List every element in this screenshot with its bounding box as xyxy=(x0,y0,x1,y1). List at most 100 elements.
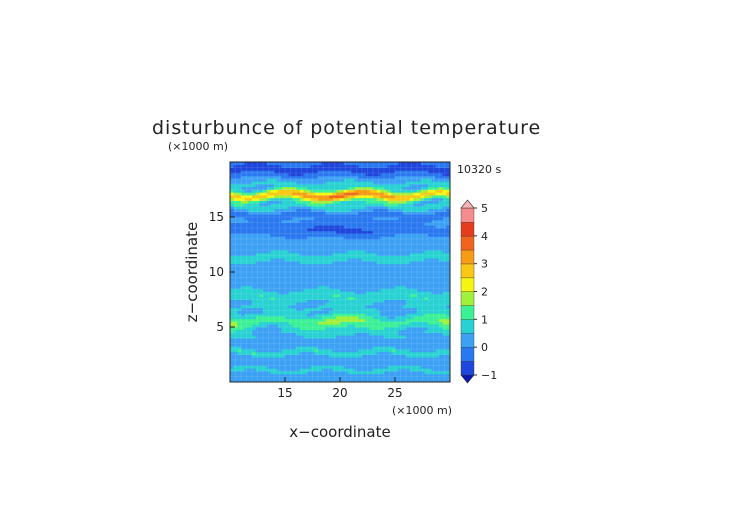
heatmap-cell xyxy=(248,241,253,245)
heatmap-cell xyxy=(376,324,381,328)
heatmap-cell xyxy=(435,181,440,185)
heatmap-cell xyxy=(435,332,440,336)
heatmap-cell xyxy=(380,244,385,248)
heatmap-cell xyxy=(329,184,334,188)
heatmap-cell xyxy=(332,195,337,199)
heatmap-cell xyxy=(259,162,264,166)
heatmap-cell xyxy=(241,379,246,383)
heatmap-cell xyxy=(420,272,425,276)
heatmap-cell xyxy=(307,354,312,358)
heatmap-cell xyxy=(310,288,315,292)
heatmap-cell xyxy=(413,203,418,207)
heatmap-cell xyxy=(266,343,271,347)
heatmap-cell xyxy=(369,197,374,201)
heatmap-cell xyxy=(325,379,330,383)
heatmap-cell xyxy=(244,236,249,240)
heatmap-cell xyxy=(292,299,297,303)
heatmap-cell xyxy=(263,236,268,240)
heatmap-cell xyxy=(321,219,326,223)
heatmap-cell xyxy=(310,162,315,166)
heatmap-cell xyxy=(285,228,290,232)
heatmap-cell xyxy=(420,288,425,292)
heatmap-cell xyxy=(417,340,422,344)
heatmap-cell xyxy=(420,175,425,179)
heatmap-cell xyxy=(395,376,400,380)
heatmap-cell xyxy=(230,250,235,254)
x-axis-label: x−coordinate xyxy=(289,423,390,441)
heatmap-cell xyxy=(299,225,304,229)
heatmap-cell xyxy=(252,340,257,344)
heatmap-cell xyxy=(310,211,315,215)
heatmap-cell xyxy=(431,222,436,226)
heatmap-cell xyxy=(406,189,411,193)
heatmap-cell xyxy=(266,335,271,339)
heatmap-cell xyxy=(417,305,422,309)
heatmap-cell xyxy=(259,296,264,300)
heatmap-cell xyxy=(343,274,348,278)
heatmap-cell xyxy=(325,178,330,182)
heatmap-cell xyxy=(391,247,396,251)
heatmap-cell xyxy=(439,321,444,325)
heatmap-cell xyxy=(233,195,238,199)
heatmap-cell xyxy=(376,203,381,207)
heatmap-cell xyxy=(230,277,235,281)
heatmap-cell xyxy=(373,189,378,193)
heatmap-cell xyxy=(406,175,411,179)
heatmap-cell xyxy=(406,170,411,174)
heatmap-cell xyxy=(365,162,370,166)
heatmap-cell xyxy=(244,277,249,281)
heatmap-cell xyxy=(325,211,330,215)
heatmap-cell xyxy=(362,164,367,168)
heatmap-cell xyxy=(248,244,253,248)
heatmap-cell xyxy=(230,244,235,248)
heatmap-cell xyxy=(373,357,378,361)
heatmap-cell xyxy=(402,244,407,248)
heatmap-cell xyxy=(310,184,315,188)
heatmap-cell xyxy=(277,225,282,229)
heatmap-cell xyxy=(347,230,352,234)
heatmap-cell xyxy=(233,371,238,375)
heatmap-cell xyxy=(318,354,323,358)
heatmap-cell xyxy=(252,272,257,276)
heatmap-cell xyxy=(409,332,414,336)
heatmap-cell xyxy=(395,192,400,196)
heatmap-cell xyxy=(384,239,389,243)
heatmap-cell xyxy=(292,247,297,251)
heatmap-cell xyxy=(420,379,425,383)
heatmap-cell xyxy=(325,283,330,287)
heatmap-cell xyxy=(376,335,381,339)
heatmap-cell xyxy=(244,299,249,303)
heatmap-cell xyxy=(230,365,235,369)
heatmap-cell xyxy=(398,244,403,248)
heatmap-cell xyxy=(387,343,392,347)
heatmap-cell xyxy=(413,173,418,177)
heatmap-cell xyxy=(340,266,345,270)
heatmap-cell xyxy=(233,222,238,226)
heatmap-cell xyxy=(387,280,392,284)
heatmap-cell xyxy=(318,241,323,245)
heatmap-cell xyxy=(340,178,345,182)
heatmap-cell xyxy=(292,222,297,226)
heatmap-cell xyxy=(380,219,385,223)
heatmap-cell xyxy=(340,186,345,190)
heatmap-cell xyxy=(384,173,389,177)
heatmap-cell xyxy=(406,288,411,292)
heatmap-cell xyxy=(409,335,414,339)
heatmap-cell xyxy=(417,208,422,212)
heatmap-cell xyxy=(296,283,301,287)
heatmap-cell xyxy=(314,186,319,190)
heatmap-cell xyxy=(299,219,304,223)
heatmap-cell xyxy=(398,230,403,234)
heatmap-cell xyxy=(296,247,301,251)
heatmap-cell xyxy=(329,343,334,347)
heatmap-cell xyxy=(299,373,304,377)
heatmap-cell xyxy=(391,318,396,322)
heatmap-cell xyxy=(259,376,264,380)
heatmap-cell xyxy=(347,280,352,284)
heatmap-cell xyxy=(303,208,308,212)
heatmap-cell xyxy=(299,175,304,179)
heatmap-cell xyxy=(413,178,418,182)
heatmap-cell xyxy=(431,252,436,256)
heatmap-cell xyxy=(340,184,345,188)
heatmap-cell xyxy=(230,195,235,199)
